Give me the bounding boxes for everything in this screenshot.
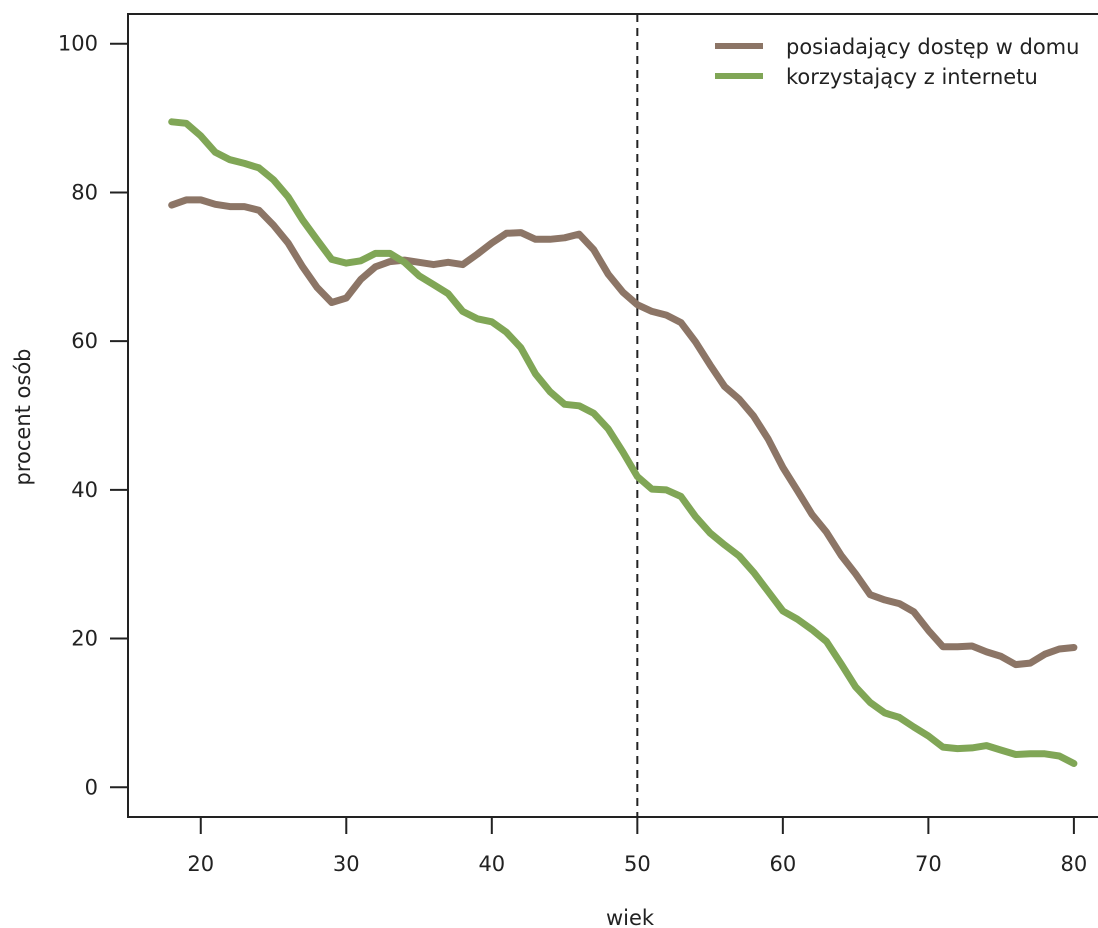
legend-label-korzystajacy: korzystający z internetu: [786, 65, 1038, 89]
x-tick-label: 20: [187, 852, 214, 876]
x-tick-label: 70: [915, 852, 942, 876]
x-axis-title: wiek: [606, 906, 655, 928]
plot-frame: [127, 13, 1098, 818]
y-tick-label: 60: [71, 329, 98, 353]
x-tick-label: 60: [769, 852, 796, 876]
series-line-0: [168, 196, 1078, 669]
x-tick-label: 30: [333, 852, 360, 876]
legend-label-dostep: posiadający dostęp w domu: [786, 35, 1079, 59]
y-tick-label: 0: [85, 775, 98, 799]
y-axis: 0 20 40 60 80 100: [58, 32, 128, 799]
x-axis: 20 30 40 50 60 70 80: [187, 817, 1087, 876]
y-tick-label: 40: [71, 478, 98, 502]
series-layer: [168, 118, 1078, 767]
x-tick-label: 50: [624, 852, 651, 876]
y-axis-title: procent osób: [11, 348, 35, 485]
y-tick-label: 100: [58, 32, 98, 56]
y-tick-label: 20: [71, 627, 98, 651]
series-line-1: [168, 118, 1078, 767]
x-tick-label: 80: [1061, 852, 1088, 876]
y-tick-label: 80: [71, 180, 98, 204]
x-tick-label: 40: [478, 852, 505, 876]
legend: posiadający dostęp w domu korzystający z…: [715, 35, 1079, 89]
